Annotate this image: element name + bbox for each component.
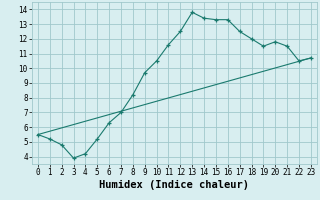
X-axis label: Humidex (Indice chaleur): Humidex (Indice chaleur)	[100, 180, 249, 190]
